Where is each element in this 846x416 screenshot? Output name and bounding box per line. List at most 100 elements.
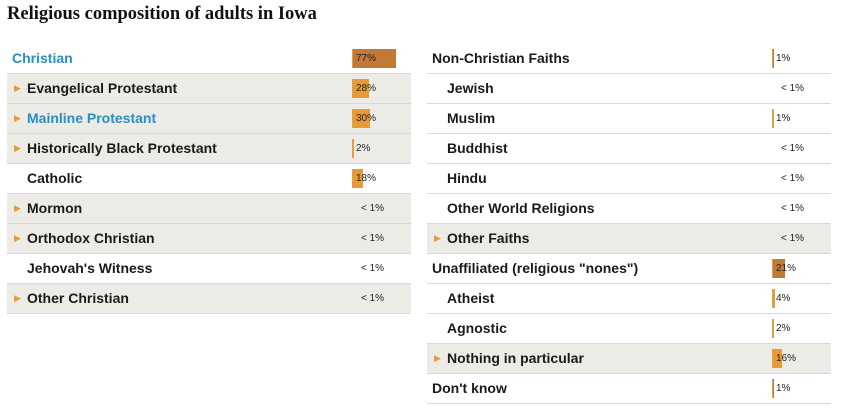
table-row: Unaffiliated (religious "nones") 21%: [427, 254, 831, 284]
row-label: Non-Christian Faiths: [432, 50, 570, 66]
value-label: 16%: [776, 353, 797, 364]
bar: [772, 109, 774, 128]
table-row: Muslim 1%: [427, 104, 831, 134]
value-label: < 1%: [361, 293, 385, 304]
value-label: < 1%: [361, 233, 385, 244]
table-row: Jewish < 1%: [427, 74, 831, 104]
table-row[interactable]: ▶ Evangelical Protestant 28%: [7, 74, 411, 104]
value-label: < 1%: [781, 173, 805, 184]
bar-cell: 30%: [352, 109, 408, 128]
row-label: Unaffiliated (religious "nones"): [432, 260, 639, 276]
bar: [352, 169, 363, 188]
bar: [352, 79, 369, 98]
bar-cell: < 1%: [772, 169, 828, 188]
value-label: 21%: [776, 263, 797, 274]
value-label: 77%: [356, 53, 377, 64]
value-label: < 1%: [361, 263, 385, 274]
row-label: Hindu: [447, 170, 487, 186]
table-row[interactable]: ▶ Other Faiths < 1%: [427, 224, 831, 254]
row-label: Evangelical Protestant: [27, 80, 178, 96]
row-label: Buddhist: [447, 140, 508, 156]
table-row[interactable]: ▶ Mormon < 1%: [7, 194, 411, 224]
value-label: < 1%: [781, 143, 805, 154]
bar-cell: < 1%: [772, 199, 828, 218]
row-label: Other World Religions: [447, 200, 595, 216]
row-label: Mormon: [27, 200, 83, 216]
value-label: 4%: [776, 293, 791, 304]
bar: [352, 49, 396, 68]
row-label: Mainline Protestant: [27, 110, 157, 126]
table-row: Non-Christian Faiths 1%: [427, 44, 831, 74]
table-row: Buddhist < 1%: [427, 134, 831, 164]
value-label: 28%: [356, 83, 377, 94]
bar-cell: < 1%: [352, 229, 408, 248]
expand-arrow-icon[interactable]: ▶: [14, 83, 21, 93]
row-label: Muslim: [447, 110, 496, 126]
expand-arrow-icon[interactable]: ▶: [14, 143, 21, 153]
bar-cell: < 1%: [352, 289, 408, 308]
expand-arrow-icon[interactable]: ▶: [14, 233, 21, 243]
bar-cell: 77%: [352, 49, 408, 68]
row-label: Agnostic: [447, 320, 507, 336]
table-row[interactable]: ▶ Other Christian < 1%: [7, 284, 411, 314]
bar: [772, 259, 785, 278]
bar-cell: 2%: [352, 139, 408, 158]
bar-cell: 4%: [772, 289, 828, 308]
expand-arrow-icon[interactable]: ▶: [14, 203, 21, 213]
bar-cell: 21%: [772, 259, 828, 278]
table-row: Don't know 1%: [427, 374, 831, 404]
value-label: 18%: [356, 173, 377, 184]
bar: [352, 139, 354, 158]
bar-cell: 18%: [352, 169, 408, 188]
bar-cell: 28%: [352, 79, 408, 98]
value-label: < 1%: [781, 83, 805, 94]
table-row: Atheist 4%: [427, 284, 831, 314]
bar-cell: < 1%: [352, 259, 408, 278]
bar-cell: 1%: [772, 109, 828, 128]
bar-cell: < 1%: [772, 229, 828, 248]
value-label: 1%: [776, 53, 791, 64]
bar-cell: < 1%: [772, 139, 828, 158]
row-label: Don't know: [432, 380, 507, 396]
table-row[interactable]: ▶ Mainline Protestant 30%: [7, 104, 411, 134]
bar: [772, 289, 775, 308]
bar-cell: 16%: [772, 349, 828, 368]
bar: [772, 349, 782, 368]
table-row: Christian 77%: [7, 44, 411, 74]
value-label: 30%: [356, 113, 377, 124]
table-row: Catholic 18%: [7, 164, 411, 194]
value-label: < 1%: [781, 233, 805, 244]
table-row[interactable]: ▶ Historically Black Protestant 2%: [7, 134, 411, 164]
table-row[interactable]: ▶ Orthodox Christian < 1%: [7, 224, 411, 254]
table-row: Other World Religions < 1%: [427, 194, 831, 224]
right-column-table: Non-Christian Faiths 1% Jewish < 1% Muslim 1%…: [427, 44, 831, 404]
value-label: 2%: [776, 323, 791, 334]
value-label: < 1%: [361, 203, 385, 214]
row-label: Christian: [12, 50, 73, 66]
row-label: Atheist: [447, 290, 495, 306]
bar-cell: 2%: [772, 319, 828, 338]
row-label: Jehovah's Witness: [27, 260, 153, 276]
bar-cell: < 1%: [352, 199, 408, 218]
expand-arrow-icon[interactable]: ▶: [14, 113, 21, 123]
table-row: Jehovah's Witness < 1%: [7, 254, 411, 284]
row-label: Other Faiths: [447, 230, 530, 246]
expand-arrow-icon[interactable]: ▶: [14, 293, 21, 303]
bar-cell: 1%: [772, 379, 828, 398]
bar: [772, 49, 774, 68]
chart-title: Religious composition of adults in Iowa: [7, 4, 317, 24]
expand-arrow-icon[interactable]: ▶: [434, 233, 441, 243]
bar-cell: 1%: [772, 49, 828, 68]
table-row: Hindu < 1%: [427, 164, 831, 194]
table-row[interactable]: ▶ Nothing in particular 16%: [427, 344, 831, 374]
table-row: Agnostic 2%: [427, 314, 831, 344]
expand-arrow-icon[interactable]: ▶: [434, 353, 441, 363]
row-label: Catholic: [27, 170, 83, 186]
row-label: Nothing in particular: [447, 350, 584, 366]
bar: [772, 319, 774, 338]
bar: [772, 379, 774, 398]
row-label: Orthodox Christian: [27, 230, 155, 246]
row-label: Historically Black Protestant: [27, 140, 217, 156]
row-label: Jewish: [447, 80, 494, 96]
value-label: 2%: [356, 143, 371, 154]
